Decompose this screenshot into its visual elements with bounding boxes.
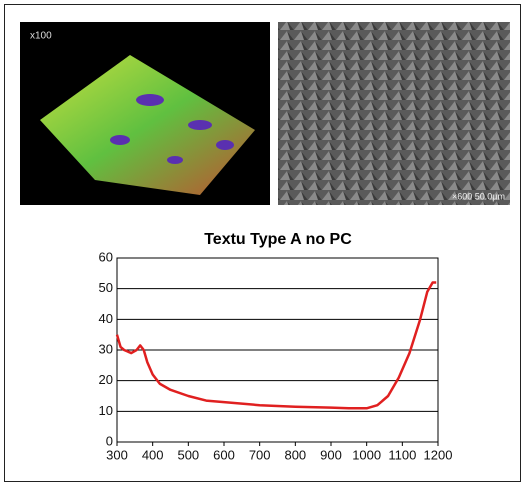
x-tick-label: 300	[106, 447, 128, 462]
screen: x100 ×600 50.0μm Textu Type A no PC 0 10 2…	[0, 0, 525, 486]
x-tick-label: 800	[284, 447, 306, 462]
y-tick-label: 50	[99, 280, 113, 295]
x-tick-label: 400	[142, 447, 164, 462]
y-tick-label: 30	[99, 341, 113, 356]
y-tick-label: 0	[106, 433, 113, 448]
image-label: x100	[30, 31, 52, 42]
y-tick-label: 60	[99, 249, 113, 264]
y-tick-label: 40	[99, 311, 113, 326]
x-tick-label: 1000	[352, 447, 381, 462]
x-tick-label: 1200	[424, 447, 453, 462]
x-tick-label: 900	[320, 447, 342, 462]
chart: 0 10 20 30 40 50 60 300 400 500 600 700 800 900 1000 11…	[99, 249, 453, 462]
image-label: ×600 50.0μm	[452, 191, 505, 201]
y-tick-label: 20	[99, 372, 113, 387]
sem-image	[278, 22, 510, 205]
chart-title: Textu Type A no PC	[204, 231, 352, 248]
x-tick-label: 700	[249, 447, 271, 462]
x-tick-label: 500	[177, 447, 199, 462]
x-tick-label: 1100	[388, 447, 416, 462]
y-tick-label: 10	[99, 403, 113, 418]
x-tick-label: 600	[213, 447, 235, 462]
